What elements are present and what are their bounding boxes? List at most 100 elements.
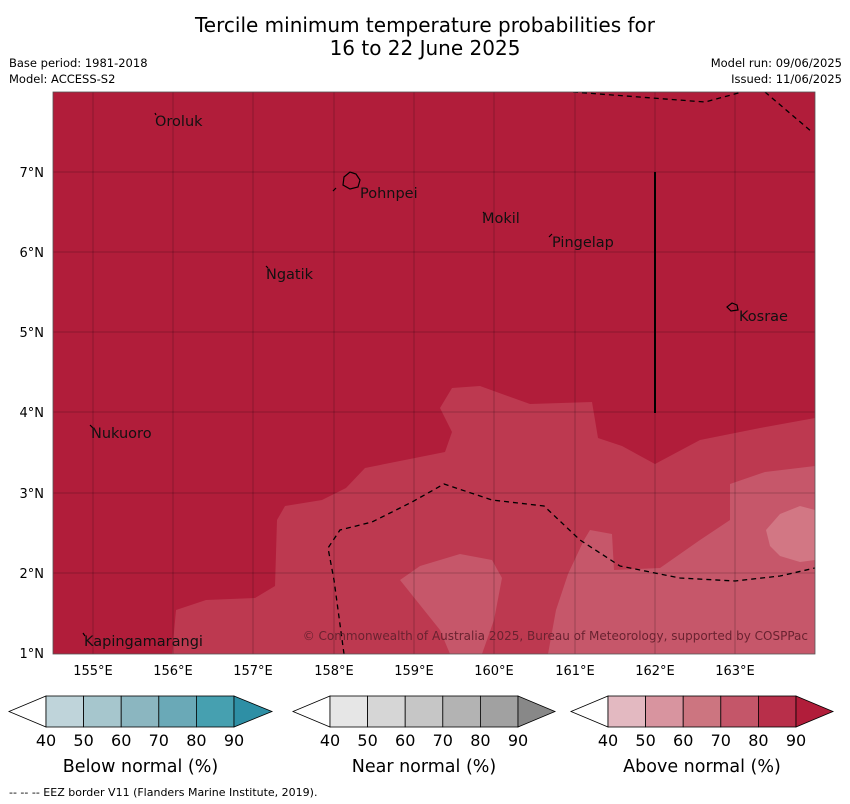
near-colorbar-tick: 90	[508, 731, 528, 750]
model-name: Model: ACCESS-S2	[9, 72, 116, 86]
lat-tick-6: 6°N	[20, 246, 45, 261]
near-colorbar-tick: 80	[470, 731, 490, 750]
near-colorbar-upper-extension	[517, 695, 557, 728]
below-colorbar-lower-extension	[7, 695, 47, 728]
lon-tick-157: 157°E	[233, 664, 273, 679]
near-colorbar-tick: 70	[433, 731, 453, 750]
lat-tick-7: 7°N	[20, 166, 45, 181]
lat-tick-1: 1°N	[20, 647, 45, 662]
eez-footnote: -- -- -- EEZ border V11 (Flanders Marine…	[9, 786, 318, 799]
lat-tick-5: 5°N	[20, 326, 45, 341]
pohnpei-outline	[342, 171, 361, 190]
lon-tick-155: 155°E	[73, 664, 113, 679]
base-period: Base period: 1981-2018	[9, 56, 148, 70]
above-colorbar-bin	[720, 695, 759, 728]
kosrae-outline	[726, 302, 739, 312]
longitude-ticks: 155°E 156°E 157°E 158°E 159°E 160°E 161°…	[73, 664, 755, 679]
above-70-region	[400, 466, 815, 654]
pingelap-mark	[548, 233, 553, 238]
near-colorbar-lower-extension	[291, 695, 331, 728]
below-colorbar-tick: 70	[149, 731, 169, 750]
issued-date: Issued: 11/06/2025	[731, 72, 842, 86]
below-colorbar-tick: 80	[186, 731, 206, 750]
lon-tick-163: 163°E	[715, 664, 755, 679]
above-colorbar-lower-extension	[569, 695, 609, 728]
near-colorbar-tick: 50	[357, 731, 377, 750]
below-colorbar-bin	[120, 695, 160, 728]
lon-tick-162: 162°E	[635, 664, 675, 679]
near-colorbar-label: Near normal (%)	[352, 757, 497, 777]
lon-tick-161: 161°E	[555, 664, 595, 679]
below-colorbar-bin	[158, 695, 197, 728]
below-colorbar-bin	[45, 695, 84, 728]
above-colorbar-tick: 80	[748, 731, 768, 750]
above-colorbar-bin	[758, 695, 797, 728]
label-kapingamarangi: Kapingamarangi	[84, 634, 203, 650]
graticule	[53, 92, 815, 654]
above-60-region	[766, 506, 815, 562]
above-colorbar-tick: 40	[598, 731, 618, 750]
near-colorbar-bin	[442, 695, 481, 728]
label-nukuoro: Nukuoro	[91, 426, 152, 442]
below-colorbar-tick: 40	[36, 731, 56, 750]
map-frame	[52, 91, 816, 655]
model-run-date: Model run: 09/06/2025	[710, 56, 842, 70]
near-colorbar-bin	[329, 695, 368, 728]
label-pingelap: Pingelap	[552, 235, 614, 251]
map-title: Tercile minimum temperature probabilitie…	[0, 14, 850, 60]
island-outlines	[82, 112, 739, 637]
near-colorbar-tick: 40	[320, 731, 340, 750]
copyright-notice: © Commonwealth of Australia 2025, Bureau…	[303, 629, 808, 643]
above-colorbar-tick: 60	[673, 731, 693, 750]
below-colorbar-tick: 90	[224, 731, 244, 750]
latitude-ticks: 1°N 2°N 3°N 4°N 5°N 6°N 7°N	[20, 166, 45, 662]
below-colorbar-bin	[83, 695, 122, 728]
near-colorbar-bin	[479, 695, 519, 728]
meta-left: Base period: 1981-2018 Model: ACCESS-S2	[9, 55, 148, 87]
lon-tick-160: 160°E	[474, 664, 514, 679]
mokil-mark	[482, 211, 486, 215]
above-colorbar-bin	[645, 695, 684, 728]
colorbar-near-normal: 40 50 60 70 80 90 Near normal (%)	[291, 695, 557, 777]
above-colorbar-tick: 70	[711, 731, 731, 750]
lat-tick-3: 3°N	[20, 487, 45, 502]
label-kosrae: Kosrae	[739, 309, 788, 325]
lon-tick-159: 159°E	[394, 664, 434, 679]
lat-tick-4: 4°N	[20, 406, 45, 421]
near-colorbar-bin	[404, 695, 444, 728]
label-ngatik: Ngatik	[266, 267, 314, 283]
lon-tick-156: 156°E	[153, 664, 193, 679]
pohnpei-outlier	[332, 187, 337, 192]
oroluk-mark	[154, 112, 157, 116]
near-colorbar-tick: 60	[395, 731, 415, 750]
above-colorbar-label: Above normal (%)	[623, 757, 781, 777]
probability-field: Oroluk Pohnpei Mokil Pingelap Ngatik Kos…	[53, 92, 815, 654]
below-colorbar-label: Below normal (%)	[63, 757, 218, 777]
label-oroluk: Oroluk	[155, 114, 203, 130]
above-colorbar-bin	[607, 695, 646, 728]
above-colorbar-upper-extension	[795, 695, 835, 728]
above-colorbar-bin	[682, 695, 722, 728]
below-colorbar-tick: 60	[111, 731, 131, 750]
label-pohnpei: Pohnpei	[360, 186, 418, 202]
below-colorbar-tick: 50	[73, 731, 93, 750]
near-colorbar-bin	[367, 695, 406, 728]
lat-tick-2: 2°N	[20, 567, 45, 582]
eez-borders	[327, 92, 815, 654]
place-labels: Oroluk Pohnpei Mokil Pingelap Ngatik Kos…	[84, 114, 788, 650]
ngatik-mark	[265, 265, 269, 269]
colorbar-above-normal: 40 50 60 70 80 90 Above normal (%)	[569, 695, 835, 777]
label-mokil: Mokil	[482, 211, 520, 227]
above-colorbar-tick: 90	[786, 731, 806, 750]
below-colorbar-upper-extension	[233, 695, 274, 728]
kapingamarangi-mark	[82, 632, 86, 637]
nukuoro-mark	[89, 424, 94, 429]
title-line-1: Tercile minimum temperature probabilitie…	[194, 13, 656, 37]
colorbar-below-normal: 40 50 60 70 80 90 Below normal (%)	[7, 695, 274, 777]
above-colorbar-tick: 50	[635, 731, 655, 750]
below-colorbar-bin	[195, 695, 235, 728]
lon-tick-158: 158°E	[314, 664, 354, 679]
meta-right: Model run: 09/06/2025 Issued: 11/06/2025	[711, 55, 842, 87]
title-line-2: 16 to 22 June 2025	[329, 36, 521, 60]
